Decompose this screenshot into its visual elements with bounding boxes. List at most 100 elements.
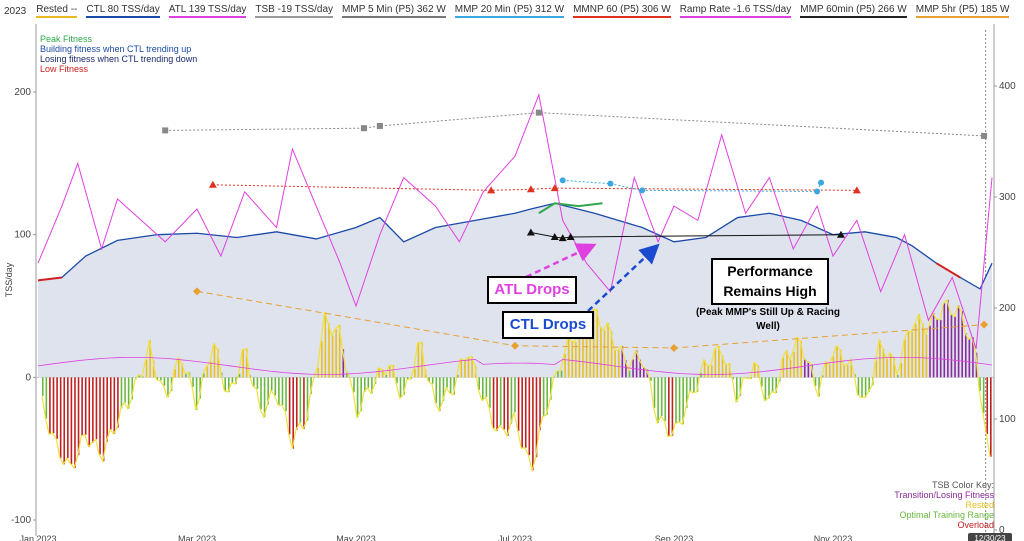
tsb-bar <box>821 375 824 378</box>
atl-line <box>37 93 993 349</box>
tsb-bar <box>492 377 495 428</box>
tsb-bar <box>578 325 581 378</box>
tsb-bar <box>482 377 484 401</box>
tsb-bar <box>868 377 870 392</box>
tsb-bar <box>954 316 956 378</box>
tsb-bar <box>982 377 985 414</box>
tsb-bar <box>113 377 116 434</box>
legend-item-6[interactable]: MMNP 60 (P5) 306 W <box>573 4 671 18</box>
tsb-bar <box>610 331 613 378</box>
tsb-bar <box>761 377 763 387</box>
tsb-bar <box>406 377 409 380</box>
mmp-60min-point <box>836 230 845 238</box>
mmp-5min-point <box>535 109 542 116</box>
mmp-5hr-point <box>670 343 678 352</box>
tsb-bar <box>131 377 134 400</box>
legend-item-5[interactable]: MMP 20 Min (P5) 312 W <box>454 4 565 18</box>
low-fitness-segment-start <box>37 276 62 282</box>
tsb-bar <box>417 342 420 378</box>
tsb-bar <box>660 377 663 417</box>
legend-item-9[interactable]: MMP 5hr (P5) 185 W <box>915 4 1010 18</box>
tsb-bar <box>174 369 176 378</box>
tsb-bar <box>721 355 724 378</box>
tsb-bar <box>120 377 123 409</box>
tsb-bar <box>621 346 624 378</box>
legend-item-4[interactable]: MMP 5 Min (P5) 362 W <box>342 4 446 18</box>
tsb-bar <box>653 377 656 408</box>
tsb-bar <box>99 377 101 455</box>
tsb-bar <box>979 377 981 391</box>
tsb-bar <box>242 349 244 378</box>
tsb-bars <box>41 299 992 471</box>
tsb-bar <box>56 377 58 440</box>
tsb-bar <box>331 335 334 378</box>
tsb-bar <box>957 305 960 378</box>
mmp-5min-point <box>376 122 383 129</box>
fitness-legend-item-3: Low Fitness <box>40 64 89 74</box>
tsb-bar <box>431 377 434 384</box>
tsb-bar <box>313 377 316 378</box>
tsb-bar <box>260 377 262 410</box>
tsb-bar <box>904 339 906 378</box>
tsb-bar <box>764 377 767 401</box>
tsb-bar <box>689 377 692 392</box>
tsb-bar <box>45 377 48 419</box>
tsb-bar <box>911 331 913 378</box>
tsb-bar <box>238 373 241 378</box>
tsb-bar <box>857 377 860 395</box>
performance-subtitle: (Peak MMP's Still Up & Racing Well) <box>695 307 841 332</box>
tsb-bar <box>850 359 853 378</box>
tsb-color-key: TSB Color Key: Transition/Losing Fitness… <box>894 480 994 530</box>
tsb-bar <box>900 363 903 378</box>
tsb-bar <box>446 377 448 388</box>
tsb-bar <box>156 377 159 380</box>
tsb-bar <box>793 351 795 378</box>
legend-item-7[interactable]: Ramp Rate -1.6 TSS/day <box>679 4 792 18</box>
tsb-key-item-3: Overload <box>957 520 994 530</box>
legend-item-0[interactable]: Rested -- <box>36 4 78 18</box>
legend-item-2[interactable]: ATL 139 TSS/day <box>168 4 247 18</box>
tsb-bar <box>682 377 684 425</box>
tsb-bar <box>81 377 83 436</box>
tsb-bar <box>907 331 910 378</box>
tsb-bar <box>786 350 788 378</box>
tsb-line <box>41 298 991 473</box>
y2-tick-label-2: 200 <box>999 303 1016 314</box>
tsb-bar <box>732 377 735 380</box>
mmp-60min-point <box>558 234 567 242</box>
tsb-bar <box>725 364 727 378</box>
tsb-bar <box>825 361 828 378</box>
tsb-bar <box>49 377 51 435</box>
tsb-bar <box>442 377 445 401</box>
tsb-bar <box>202 373 205 378</box>
tsb-bar <box>102 377 105 462</box>
tsb-bar <box>807 361 810 378</box>
tsb-bar <box>167 377 169 397</box>
tsb-bar <box>471 356 473 378</box>
tsb-bar <box>589 325 591 378</box>
tsb-bar <box>986 377 989 434</box>
tsb-bar <box>349 377 352 378</box>
tsb-bar <box>185 373 187 378</box>
atl-drops-annotation: ATL Drops <box>487 276 577 304</box>
tsb-bar <box>650 377 652 381</box>
tsb-bar <box>843 365 845 378</box>
tsb-bar <box>829 364 831 378</box>
tsb-bar <box>449 377 452 394</box>
tsb-bar <box>800 340 803 378</box>
legend-item-3[interactable]: TSB -19 TSS/day <box>255 4 334 18</box>
tsb-bar <box>453 377 455 395</box>
tsb-bar <box>278 377 280 405</box>
tsb-bar <box>510 377 513 424</box>
tsb-bar <box>460 358 463 378</box>
tsb-bar <box>718 346 720 378</box>
legend-item-1[interactable]: CTL 80 TSS/day <box>86 4 160 18</box>
tsb-bar <box>388 365 391 378</box>
x-tick-label-4: Sep 2023 <box>655 534 694 541</box>
ramp-rate-line <box>37 357 993 375</box>
tsb-bar <box>371 377 373 394</box>
tsb-bar <box>181 363 184 378</box>
legend-item-8[interactable]: MMP 60min (P5) 266 W <box>800 4 907 18</box>
tsb-bar <box>360 377 362 412</box>
ctl-drops-arrow <box>587 243 660 312</box>
